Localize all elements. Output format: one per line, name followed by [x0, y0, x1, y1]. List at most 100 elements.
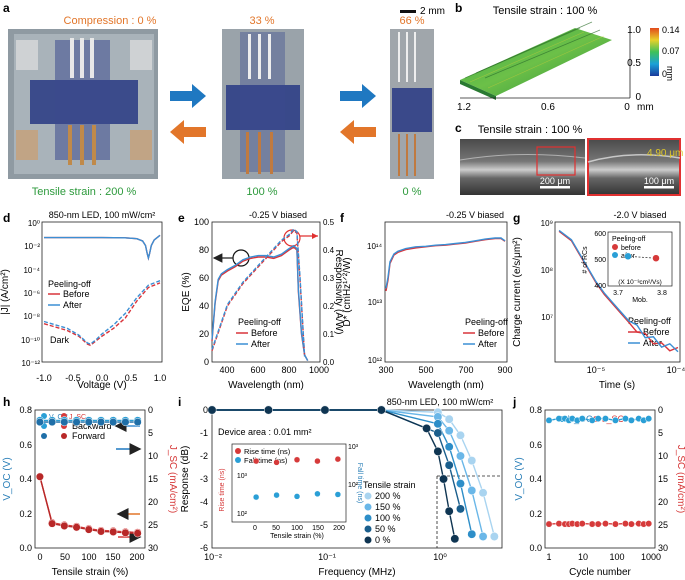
y-tick-label: 0.0	[19, 543, 32, 553]
legend-item: 200 %	[375, 491, 401, 501]
legend-title: Tensile strain	[363, 480, 416, 490]
inset-y-tick-right: 10²	[348, 482, 359, 489]
inset-g-plot	[624, 252, 660, 262]
y-tick-label: 0	[203, 405, 208, 415]
compression-label: Compression : 0 %	[64, 15, 157, 27]
series-line-before-dark	[43, 282, 161, 347]
y-tick-label: 10⁻⁶	[24, 289, 40, 298]
x-tick-label: 200	[129, 552, 144, 562]
y-tick-label-right: 5	[658, 428, 663, 438]
inset-y-tick-right: 10³	[348, 444, 359, 451]
chart-title: 850-nm LED, 100 mW/cm²	[49, 210, 156, 220]
panel-b: b Tensile strain : 100 % 1.0 0.5 0 1.2 0…	[455, 1, 680, 113]
x-axis-label: Time (s)	[599, 380, 635, 391]
data-point-200	[444, 414, 454, 424]
x-tick-label: 100	[81, 552, 96, 562]
y-tick-label-right: 0.1	[323, 330, 335, 339]
inset-y-label-right: Fall time (ns)	[356, 463, 363, 503]
series-line-after-responsivity	[211, 227, 306, 357]
inset-point-fall	[293, 493, 301, 500]
data-point-v_oc	[588, 416, 596, 424]
y-tick-label: 0.8	[529, 405, 542, 415]
y-tick-label: 10⁷	[541, 313, 553, 322]
b-z-tick: 1.0	[627, 25, 641, 36]
data-point-100	[433, 419, 443, 429]
y-tick-label-right: 0	[658, 405, 663, 415]
x-tick-label: 10⁻⁴	[667, 365, 685, 375]
x-tick-label: 10⁻¹	[318, 552, 336, 562]
inset-point-rise	[334, 455, 342, 463]
data-point-v_oc-forward	[35, 418, 44, 427]
cbar-tick: 0	[662, 69, 667, 79]
y-tick-label-right: 0.0	[323, 358, 335, 367]
legend-voc-header: V_OC	[49, 414, 68, 421]
data-point-j_sc	[578, 520, 586, 528]
series-line-before-light	[44, 234, 161, 261]
data-point-j_sc	[621, 520, 629, 528]
y-tick-label: 10⁻²	[24, 242, 40, 251]
y-tick-label: -4	[200, 497, 208, 507]
x-tick-label: 800	[281, 365, 296, 375]
inset-i-plot	[252, 455, 342, 501]
data-point-200	[467, 456, 477, 466]
x-axis-label: Wavelength (nm)	[228, 380, 304, 391]
y-tick-label-right: 0	[148, 405, 153, 415]
legend-backward: Backward	[72, 421, 112, 431]
legend-item: 50 %	[375, 524, 396, 534]
data-point-v_oc-forward	[96, 418, 106, 427]
panel-label-c: c	[455, 121, 462, 135]
arrow-left-icon	[340, 120, 376, 144]
inset-g: Peeling-off before after 600 500 400 # o…	[582, 231, 673, 304]
data-point-0	[376, 405, 386, 415]
y-tick-label: 0.8	[19, 405, 32, 415]
panel-label-g: g	[513, 211, 520, 225]
legend-title: Peeling-off	[48, 279, 91, 289]
x-axis-label: Frequency (MHz)	[318, 567, 395, 578]
scale-bar	[400, 10, 416, 13]
panel-label-i: i	[178, 395, 181, 409]
plot-area-f	[385, 237, 506, 292]
y-tick-label: 40	[199, 301, 209, 311]
data-point-v_oc	[621, 415, 629, 423]
y-tick-label: -2	[200, 451, 208, 461]
device-photo-compressed	[8, 29, 158, 179]
y-tick-label-right: 30	[658, 543, 668, 553]
y-tick-label-right: 20	[148, 497, 158, 507]
device-photo-66	[390, 29, 434, 179]
x-tick-label: 10⁻²	[204, 552, 222, 562]
legend-title: Peeling-off	[628, 316, 671, 326]
y-tick-label: 60	[199, 273, 209, 283]
y-tick-label: 0.6	[529, 440, 542, 450]
x-tick-label: 600	[250, 365, 265, 375]
data-point-0	[450, 534, 460, 544]
plot-area-h	[35, 416, 142, 538]
data-point-j_sc-forward	[133, 529, 142, 538]
x-tick-label: 300	[378, 365, 393, 375]
series-line-after-eqe	[211, 244, 309, 361]
y-tick-label-right: 20	[658, 497, 668, 507]
y-tick-label: 10⁻⁴	[23, 266, 40, 275]
inset-note: (X 10⁻³cm²/Vs)	[618, 279, 662, 286]
data-point-j_sc-forward	[35, 472, 44, 481]
x-tick-label: 10⁰	[433, 552, 447, 562]
arrow-right-icon	[340, 84, 376, 108]
y-axis-label: V_OC (V)	[2, 457, 13, 500]
label-0: 0 %	[403, 186, 422, 198]
inset-x-label: Tensile strain (%)	[270, 533, 324, 540]
data-point-j_sc-forward	[109, 527, 118, 536]
data-point-100	[467, 529, 477, 539]
y-tick-label: 0.4	[19, 474, 32, 484]
data-point-v_oc-forward	[48, 418, 57, 427]
legend-title: Peeling-off	[238, 317, 281, 327]
chart-j: V_OC (V) J_SC (mA/cm²) Cycle number 1 10…	[514, 405, 685, 578]
x-tick-label: 1000	[309, 365, 329, 375]
panel-label-f: f	[340, 211, 345, 225]
panel-label-a: a	[3, 1, 10, 15]
data-point-j_sc	[594, 520, 602, 528]
data-point-0	[320, 405, 330, 415]
data-point-j_sc	[645, 520, 653, 528]
chart-g: -2.0 V biased Charge current (e/s/μm²) T…	[512, 210, 685, 391]
y-axis-label: V_OC (V)	[514, 457, 525, 500]
x-tick-label: -0.5	[65, 373, 81, 383]
